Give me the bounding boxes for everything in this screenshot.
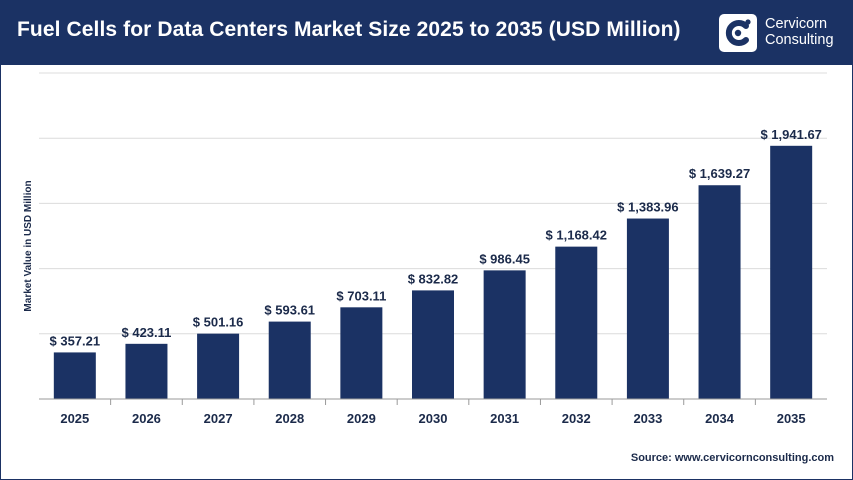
data-label: $ 1,639.27 xyxy=(689,166,750,181)
x-tick-label: 2035 xyxy=(777,411,806,426)
data-label: $ 593.61 xyxy=(264,303,315,318)
x-tick-label: 2031 xyxy=(490,411,519,426)
bar xyxy=(197,333,240,399)
x-tick-label: 2030 xyxy=(419,411,448,426)
bar xyxy=(125,343,168,399)
data-label: $ 703.11 xyxy=(336,288,386,303)
x-tick-label: 2033 xyxy=(633,411,662,426)
data-label: $ 423.11 xyxy=(122,325,172,340)
x-tick-label: 2025 xyxy=(60,411,89,426)
data-label: $ 1,383.96 xyxy=(617,200,678,215)
x-tick-label: 2026 xyxy=(132,411,161,426)
x-tick-label: 2029 xyxy=(347,411,376,426)
bar xyxy=(268,321,311,399)
header-banner: Fuel Cells for Data Centers Market Size … xyxy=(1,1,852,65)
cervicorn-logo-icon xyxy=(719,14,757,52)
data-label: $ 357.21 xyxy=(50,333,101,348)
bar xyxy=(53,352,96,399)
brand-logo: Cervicorn Consulting xyxy=(719,14,849,54)
data-label: $ 1,941.67 xyxy=(760,127,821,142)
y-axis-label: Market Value in USD Million xyxy=(23,180,34,311)
x-tick-label: 2028 xyxy=(275,411,304,426)
bar xyxy=(698,185,741,399)
chart-title: Fuel Cells for Data Centers Market Size … xyxy=(17,18,681,41)
data-label: $ 1,168.42 xyxy=(546,228,607,243)
bar xyxy=(412,290,454,399)
bar xyxy=(340,307,383,399)
x-tick-label: 2032 xyxy=(562,411,591,426)
bar xyxy=(770,145,813,399)
bar xyxy=(483,270,526,399)
logo-line-2: Consulting xyxy=(765,32,834,48)
logo-line-1: Cervicorn xyxy=(765,16,828,32)
bar xyxy=(626,218,669,399)
x-tick-label: 2027 xyxy=(204,411,233,426)
logo-text: Cervicorn Consulting xyxy=(765,16,834,48)
data-label: $ 832.82 xyxy=(408,271,459,286)
data-label: $ 986.45 xyxy=(479,251,530,266)
x-tick-label: 2034 xyxy=(705,411,735,426)
data-label: $ 501.16 xyxy=(193,315,244,330)
bar-chart: Market Value in USD Million $ 357.21 2025 $… xyxy=(23,72,827,426)
bar xyxy=(555,246,598,399)
source-note: Source: www.cervicornconsulting.com xyxy=(630,452,834,464)
